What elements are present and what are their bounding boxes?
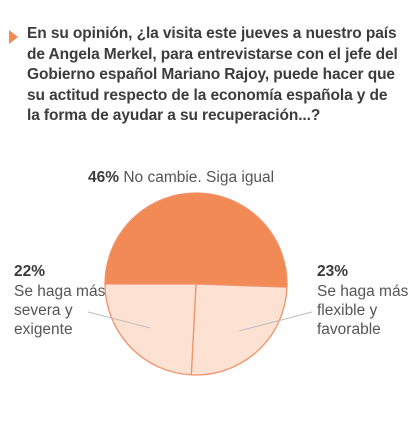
slice-text-no-change: No cambie. Siga igual — [123, 169, 275, 186]
pie-slice-no-change — [104, 192, 288, 288]
bullet-marker-icon — [9, 30, 18, 44]
slice-text-stricter: Se haga más severa y exigente — [14, 283, 106, 338]
slice-label-no-change: 46% No cambie. Siga igual — [88, 168, 274, 187]
pie-slice-stricter — [104, 283, 197, 376]
question-text: En su opinión, ¿la visita este jueves a … — [27, 25, 398, 124]
slice-pct-no-change: 46% — [88, 169, 120, 186]
question-block: En su opinión, ¿la visita este jueves a … — [9, 24, 404, 127]
slice-label-more-flexible: 23% Se haga más flexible y favorable — [317, 262, 412, 339]
slice-text-more-flexible: Se haga más flexible y favorable — [317, 283, 409, 338]
leader-line-stricter — [87, 311, 150, 329]
slice-pct-more-flexible: 23% — [317, 263, 349, 280]
leader-line-more-flexible — [238, 311, 313, 332]
pie-slice-more-flexible — [190, 283, 288, 376]
slice-label-stricter: 22% Se haga más severa y exigente — [14, 262, 124, 339]
slice-pct-stricter: 22% — [14, 263, 46, 280]
